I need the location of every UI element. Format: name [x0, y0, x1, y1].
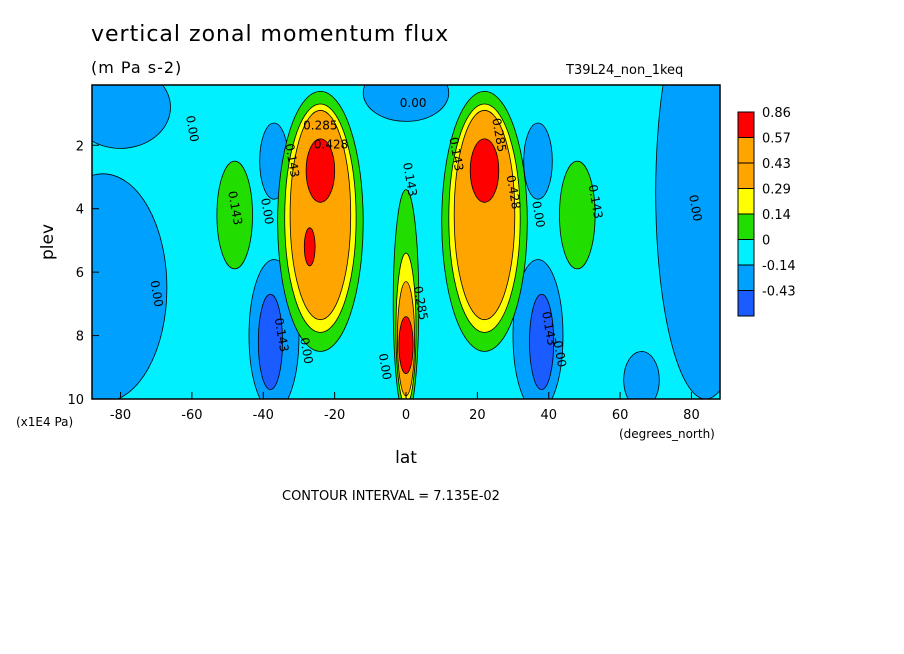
legend-label: 0.29	[762, 183, 791, 198]
legend-label: -0.43	[762, 285, 796, 300]
contour-region	[289, 109, 352, 321]
y-unit-label: (x1E4 Pa)	[16, 415, 74, 429]
axes: -80 -60 -40 -20 0 20 40 60 80 2 4 6 8 10	[67, 139, 699, 423]
contour-label: 0.143	[400, 161, 420, 197]
legend-label: 0	[762, 234, 770, 249]
legend-swatch	[737, 111, 755, 138]
contour-region	[469, 138, 500, 203]
x-tick-label: 0	[402, 408, 410, 423]
legend-label: -0.14	[762, 259, 796, 274]
contour-label: 0.428	[314, 137, 348, 151]
contour-label: 0.00	[297, 336, 315, 365]
x-tick-label: 60	[612, 408, 629, 423]
contour-region	[92, 173, 168, 399]
chart-subtitle: (m Pa s-2)	[91, 58, 183, 77]
run-label: T39L24_non_1keq	[566, 63, 684, 78]
legend-swatch	[737, 290, 755, 317]
contour-region	[398, 316, 414, 375]
x-axis-title: lat	[395, 448, 417, 468]
contour-region	[529, 293, 555, 390]
contour-region	[453, 109, 516, 321]
legend-swatch	[737, 239, 755, 266]
x-tick-label: -60	[181, 408, 202, 423]
y-tick-label: 4	[76, 203, 84, 218]
contour-label: 0.00	[258, 197, 276, 226]
x-tick-label: 20	[469, 408, 486, 423]
contour-region	[362, 85, 450, 122]
x-tick-label: -20	[324, 408, 345, 423]
contour-label: 0.00	[376, 352, 394, 381]
contour-region	[655, 85, 720, 399]
color-legend: 0.86 0.57 0.43 0.29 0.14 0 -0.14 -0.43	[737, 106, 796, 317]
contour-label: 0.00	[183, 114, 201, 143]
y-tick-label: 10	[67, 393, 84, 408]
legend-label: 0.86	[762, 106, 791, 121]
contour-label: 0.285	[411, 285, 431, 321]
contour-region	[216, 160, 253, 270]
legend-label: 0.14	[762, 208, 791, 223]
contour-label: 0.143	[586, 184, 606, 220]
contour-region	[559, 160, 596, 270]
legend-swatch	[737, 213, 755, 240]
contour-interval-note: CONTOUR INTERVAL = 7.135E-02	[282, 489, 500, 504]
contour-label: 0.00	[551, 340, 569, 369]
contour-label: 0.00	[686, 194, 704, 223]
contour-region	[92, 85, 171, 149]
contour-region	[623, 351, 660, 399]
x-tick-label: 40	[540, 408, 557, 423]
x-tick-label: 80	[683, 408, 700, 423]
contour-label: 0.143	[446, 136, 466, 172]
y-tick-label: 2	[76, 139, 84, 154]
contour-label: 0.00	[529, 200, 547, 229]
contour-region	[257, 293, 283, 390]
plot-area	[92, 85, 720, 399]
legend-label: 0.57	[762, 132, 791, 147]
contour-label: 0.143	[539, 310, 559, 346]
legend-swatch	[737, 264, 755, 291]
contour-label: 0.00	[147, 279, 165, 308]
x-tick-label: -40	[253, 408, 274, 423]
y-axis-title: plev	[38, 224, 58, 260]
contour-label: 0.143	[272, 317, 292, 353]
contour-label: 0.143	[282, 142, 302, 178]
contour-label: 0.285	[303, 118, 337, 132]
legend-swatch	[737, 188, 755, 215]
x-unit-label: (degrees_north)	[619, 427, 715, 441]
filled-contours	[92, 85, 720, 399]
y-tick-label: 8	[76, 330, 84, 345]
chart-title: vertical zonal momentum flux	[91, 22, 450, 47]
y-tick-label: 6	[76, 266, 84, 281]
contour-region	[303, 227, 316, 267]
contour-label: 0.143	[225, 190, 245, 226]
contour-label: 0.285	[489, 117, 509, 153]
contour-label: 0.428	[504, 174, 524, 210]
contour-region	[305, 138, 336, 203]
contour-label: 0.00	[400, 96, 427, 110]
legend-label: 0.43	[762, 157, 791, 172]
x-tick-label: -80	[110, 408, 131, 423]
legend-swatch	[737, 162, 755, 189]
legend-swatch	[737, 137, 755, 164]
contour-region	[523, 122, 553, 200]
